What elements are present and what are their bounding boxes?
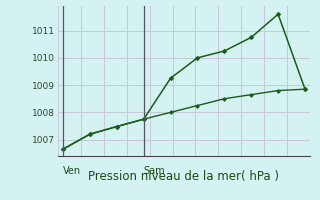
Text: Ven: Ven xyxy=(63,166,81,177)
X-axis label: Pression niveau de la mer( hPa ): Pression niveau de la mer( hPa ) xyxy=(89,170,279,183)
Text: Sam: Sam xyxy=(144,166,165,177)
